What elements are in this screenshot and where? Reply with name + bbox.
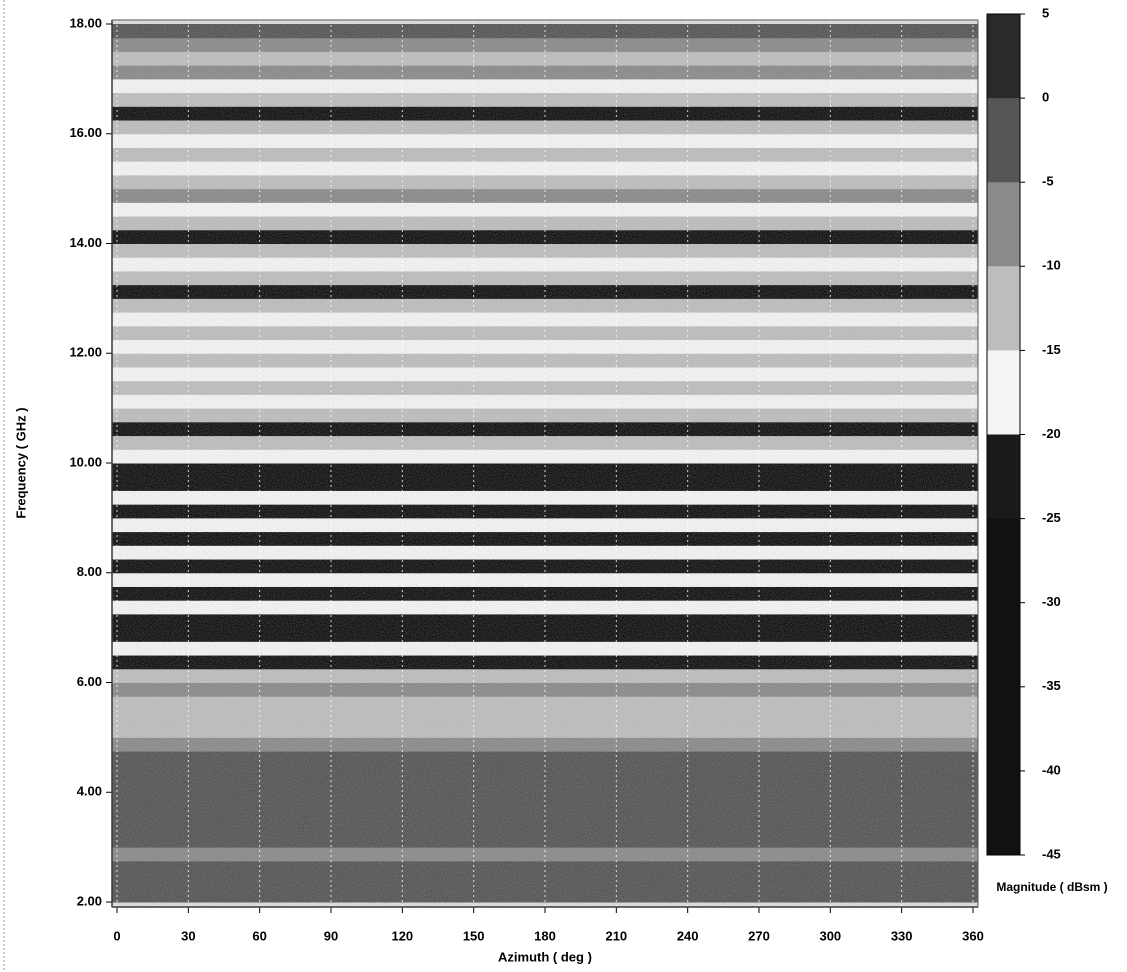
y-tick-label: 8.00 <box>77 564 102 579</box>
colorbar-segment <box>987 602 1020 688</box>
x-tick-label: 240 <box>677 928 699 943</box>
colorbar-tick-label: 5 <box>1042 5 1049 20</box>
colorbar-tick-label: -20 <box>1042 426 1061 441</box>
colorbar-tick-label: -25 <box>1042 510 1061 525</box>
plot-area <box>112 20 978 907</box>
x-axis-label: Azimuth ( deg ) <box>498 949 592 964</box>
y-tick-label: 14.00 <box>69 235 102 250</box>
colorbar-segment <box>987 266 1020 351</box>
x-tick-label: 90 <box>324 928 338 943</box>
y-axis-label: Frequency ( GHz ) <box>13 407 28 518</box>
y-tick-label: 2.00 <box>77 893 102 908</box>
x-tick-label: 180 <box>534 928 556 943</box>
x-tick-label: 30 <box>181 928 195 943</box>
colorbar-tick-label: -35 <box>1042 678 1061 693</box>
y-tick-label: 10.00 <box>69 454 102 469</box>
x-tick-label: 150 <box>463 928 485 943</box>
x-tick-label: 60 <box>252 928 266 943</box>
x-tick-label: 0 <box>113 928 120 943</box>
colorbar-segment <box>987 770 1020 856</box>
colorbar-tick-label: -30 <box>1042 594 1061 609</box>
colorbar-segment <box>987 434 1020 520</box>
x-tick-label: 300 <box>819 928 841 943</box>
colorbar-tick-label: -10 <box>1042 258 1061 273</box>
x-tick-label: 210 <box>605 928 627 943</box>
y-tick-label: 12.00 <box>69 345 102 360</box>
colorbar-tick-label: -45 <box>1042 846 1061 861</box>
plot-frame <box>111 19 979 908</box>
y-tick-label: 18.00 <box>69 15 102 30</box>
colorbar-segment <box>987 182 1020 267</box>
x-tick-label: 360 <box>962 928 984 943</box>
y-tick-label: 6.00 <box>77 674 102 689</box>
x-tick-label: 270 <box>748 928 770 943</box>
x-tick-label: 330 <box>891 928 913 943</box>
colorbar-label: Magnitude ( dBsm ) <box>996 880 1107 894</box>
texture <box>112 20 978 907</box>
colorbar-segment <box>987 14 1020 99</box>
colorbar-tick-label: 0 <box>1042 90 1049 105</box>
colorbar-tick-label: -40 <box>1042 762 1061 777</box>
colorbar-segment <box>987 518 1020 604</box>
x-tick-label: 120 <box>391 928 413 943</box>
colorbar-tick-label: -15 <box>1042 342 1061 357</box>
colorbar-segment <box>987 686 1020 772</box>
y-tick-label: 16.00 <box>69 125 102 140</box>
colorbar-segment <box>987 350 1020 435</box>
colorbar-segment <box>987 98 1020 183</box>
y-tick-label: 4.00 <box>77 784 102 799</box>
colorbar-tick-label: -5 <box>1042 174 1054 189</box>
